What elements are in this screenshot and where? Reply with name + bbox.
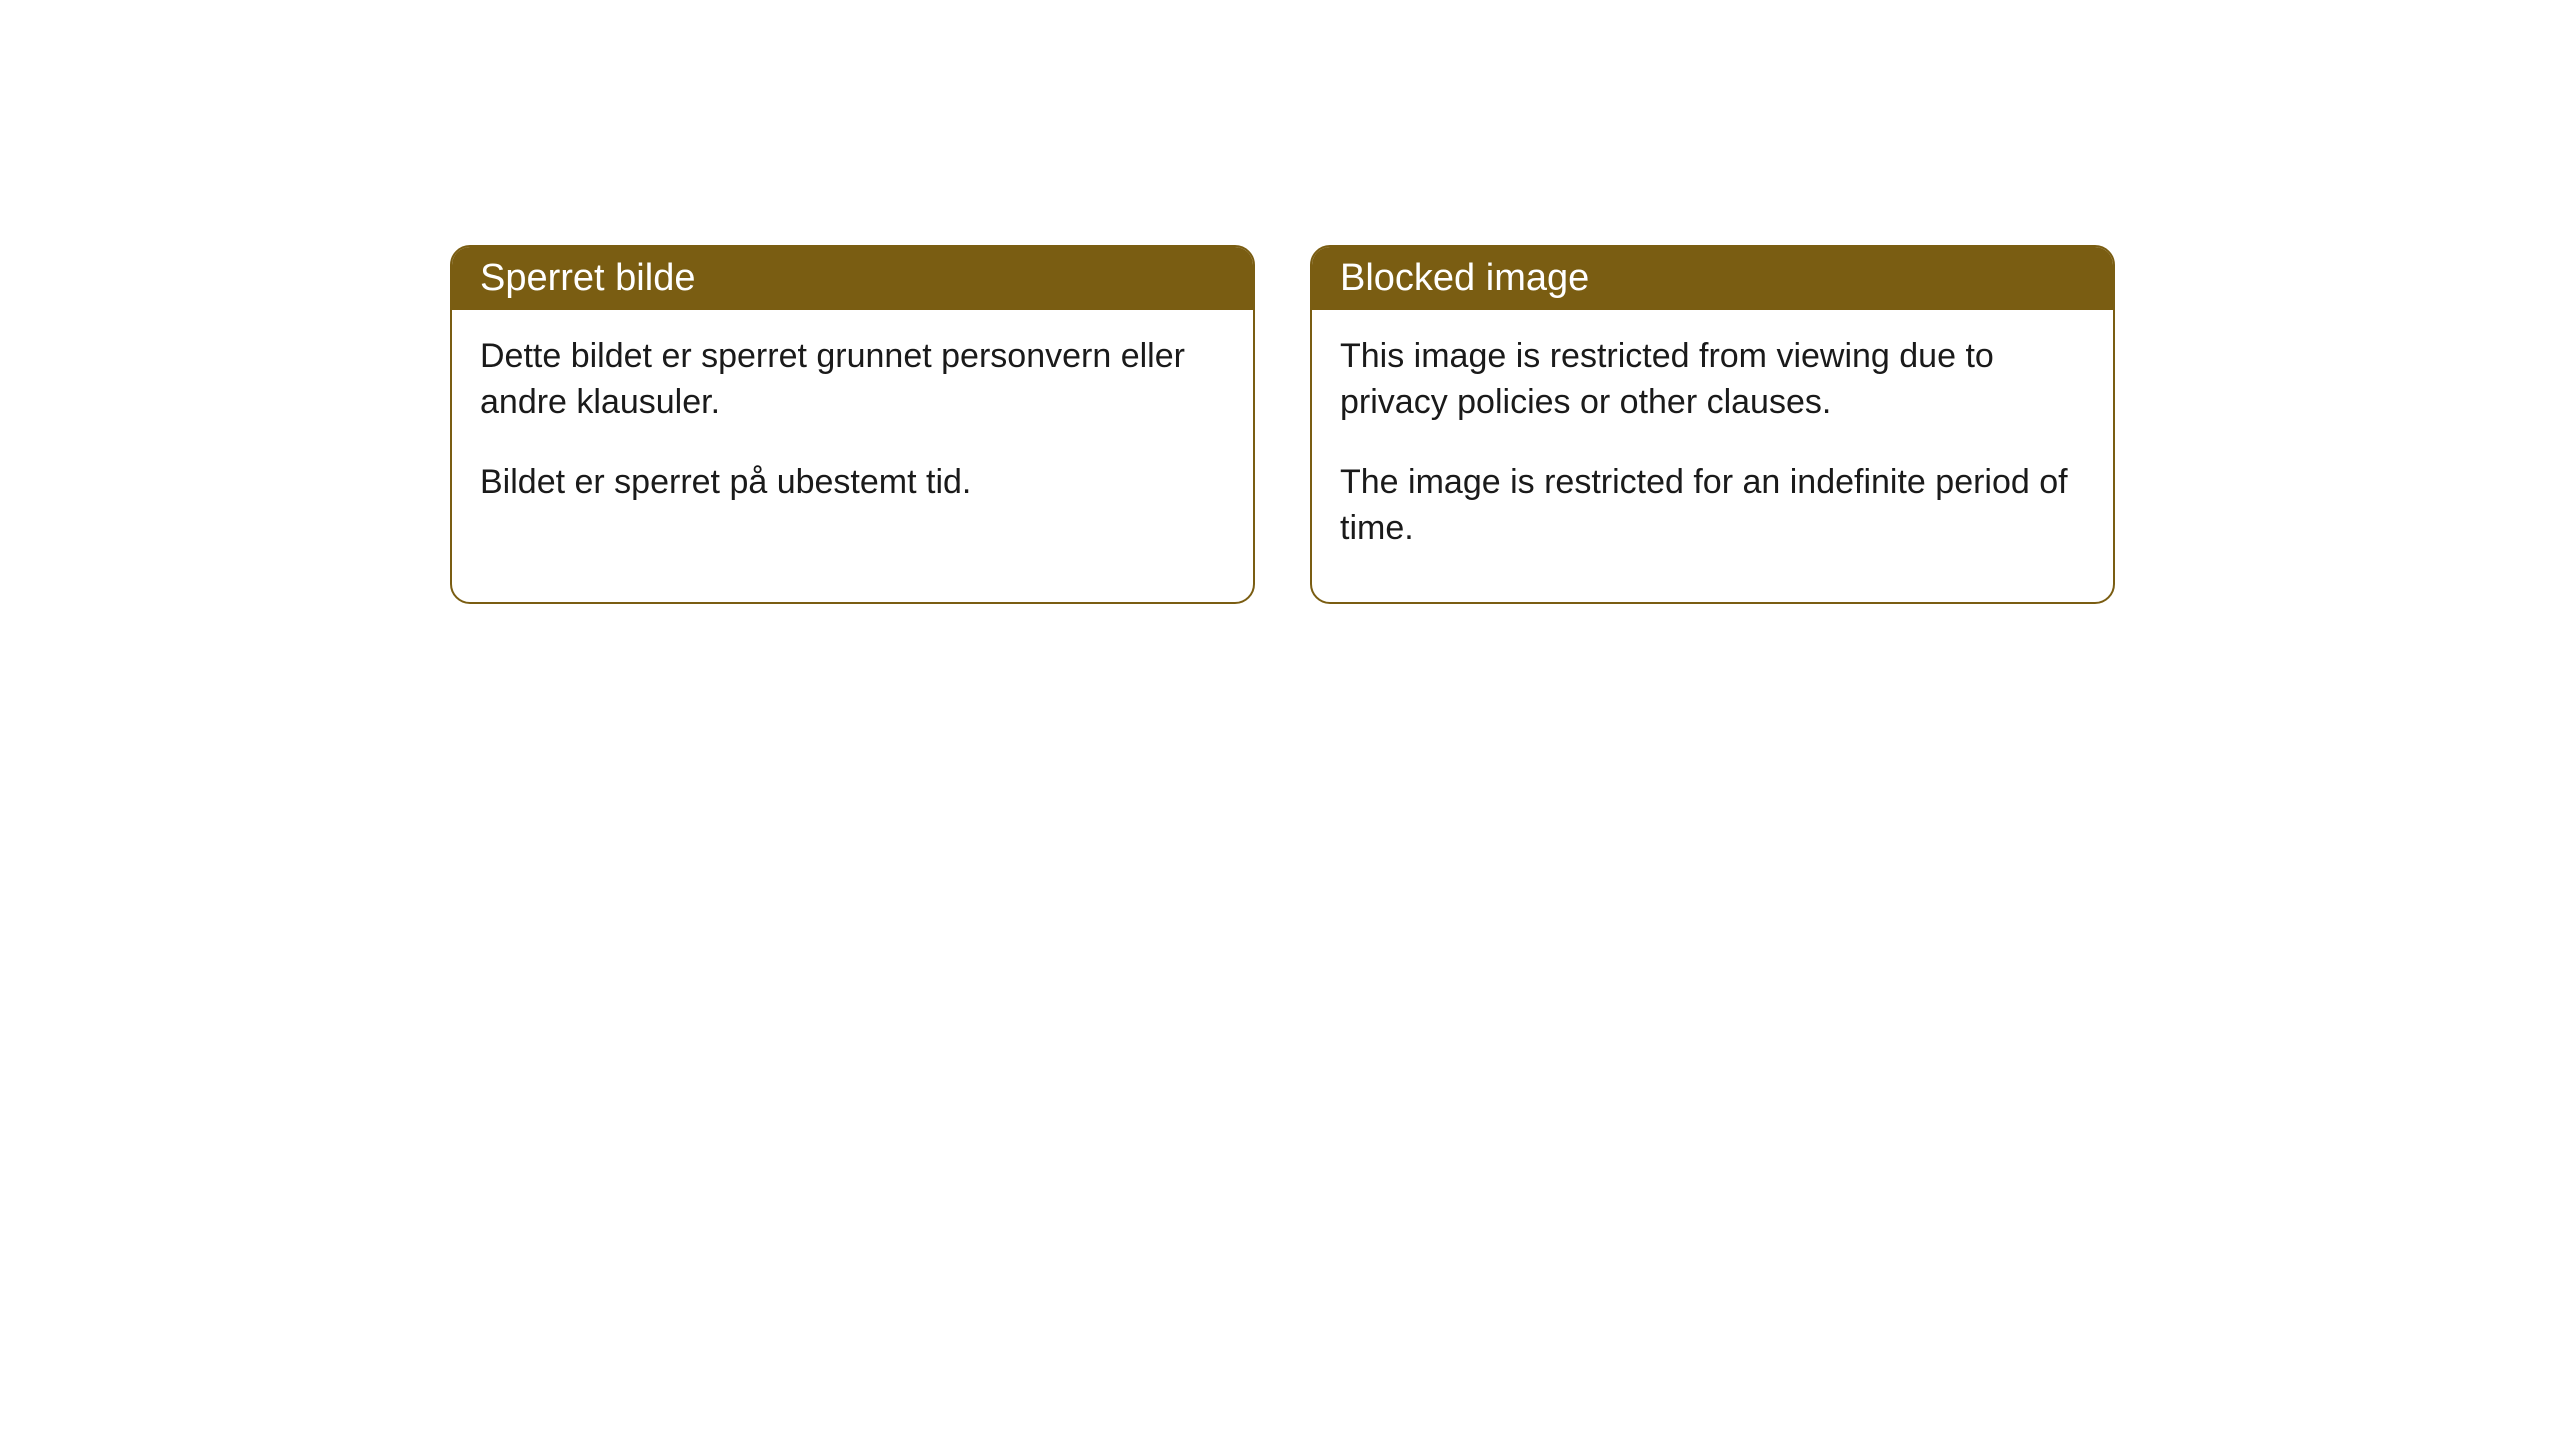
card-title: Sperret bilde <box>480 257 695 299</box>
card-paragraph: Bildet er sperret på ubestemt tid. <box>480 460 1225 506</box>
card-paragraph: Dette bildet er sperret grunnet personve… <box>480 334 1225 426</box>
card-header: Blocked image <box>1312 247 2113 310</box>
blocked-image-card-english: Blocked image This image is restricted f… <box>1310 245 2115 604</box>
card-title: Blocked image <box>1340 257 1589 299</box>
card-paragraph: The image is restricted for an indefinit… <box>1340 460 2085 552</box>
card-body: This image is restricted from viewing du… <box>1312 310 2113 602</box>
card-header: Sperret bilde <box>452 247 1253 310</box>
blocked-image-card-norwegian: Sperret bilde Dette bildet er sperret gr… <box>450 245 1255 604</box>
notice-cards-container: Sperret bilde Dette bildet er sperret gr… <box>450 245 2560 604</box>
card-body: Dette bildet er sperret grunnet personve… <box>452 310 1253 556</box>
card-paragraph: This image is restricted from viewing du… <box>1340 334 2085 426</box>
